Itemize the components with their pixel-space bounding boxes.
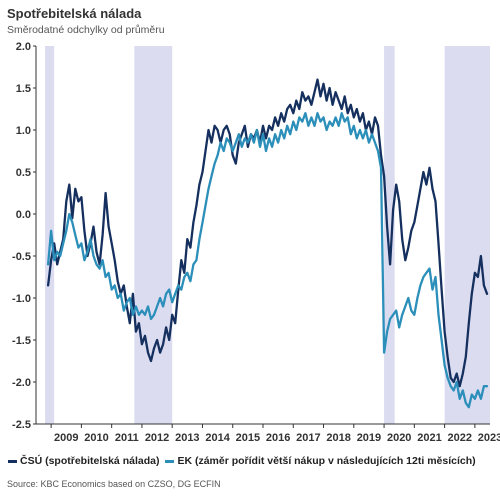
legend: ČSÚ (spotřebitelská nálada) EK (záměr po… — [8, 455, 476, 467]
y-tick-label: -2.5 — [12, 419, 31, 431]
legend-swatch-csu — [8, 459, 17, 463]
chart-subtitle: Směrodatné odchylky od průměru — [7, 24, 165, 36]
x-tick-label: 2011 — [115, 432, 139, 444]
x-tick-label: 2012 — [145, 432, 169, 444]
legend-label-csu: ČSÚ (spotřebitelská nálada) — [20, 455, 160, 467]
x-tick-label: 2021 — [417, 432, 441, 444]
series-line-ek — [46, 112, 489, 409]
x-tick-label: 2016 — [266, 432, 290, 444]
legend-item-ek: EK (záměr pořídit větší nákup v následuj… — [165, 455, 476, 467]
recession-band-2 — [384, 46, 395, 424]
recession-band-3 — [444, 46, 490, 424]
x-tick-label: 2018 — [326, 432, 350, 444]
y-tick-label: -2.0 — [12, 377, 31, 389]
x-tick-label: 2019 — [357, 432, 381, 444]
y-tick-label: -1.5 — [12, 335, 31, 347]
chart-title: Spotřebitelská nálada — [7, 6, 142, 21]
x-tick-label: 2015 — [236, 432, 260, 444]
x-tick-label: 2010 — [84, 432, 108, 444]
legend-label-ek: EK (záměr pořídit větší nákup v následuj… — [177, 455, 476, 467]
x-tick-label: 2020 — [387, 432, 411, 444]
legend-swatch-ek — [165, 459, 175, 463]
x-tick-label: 2014 — [205, 432, 230, 444]
series-line-csu — [46, 78, 489, 388]
x-tick-label: 2017 — [296, 432, 320, 444]
legend-item-csu: ČSÚ (spotřebitelská nálada) — [8, 455, 159, 467]
x-tick-label: 2009 — [54, 432, 78, 444]
recession-shading-group — [45, 46, 490, 424]
y-tick-label: 1.0 — [16, 125, 31, 137]
series-lines-group — [46, 78, 489, 409]
y-tick-label: 0.0 — [16, 209, 31, 221]
y-tick-label: -1.0 — [12, 293, 31, 305]
y-tick-label: 0.5 — [16, 167, 31, 179]
recession-band-1 — [134, 46, 173, 424]
x-tick-label: 2013 — [175, 432, 199, 444]
source-note: Source: KBC Economics based on CZSO, DG … — [7, 479, 221, 489]
axes-group: 2.0 1.5 1.0 0.5 0.0 -0.5 -1.0 -1.5 -2.0 -2.5 2009 2… — [12, 41, 500, 444]
x-tick-label: 2023 — [478, 432, 500, 444]
y-tick-label: -0.5 — [12, 251, 31, 263]
x-tick-label: 2022 — [447, 432, 471, 444]
y-tick-label: 1.5 — [16, 83, 31, 95]
y-tick-label: 2.0 — [16, 41, 31, 53]
